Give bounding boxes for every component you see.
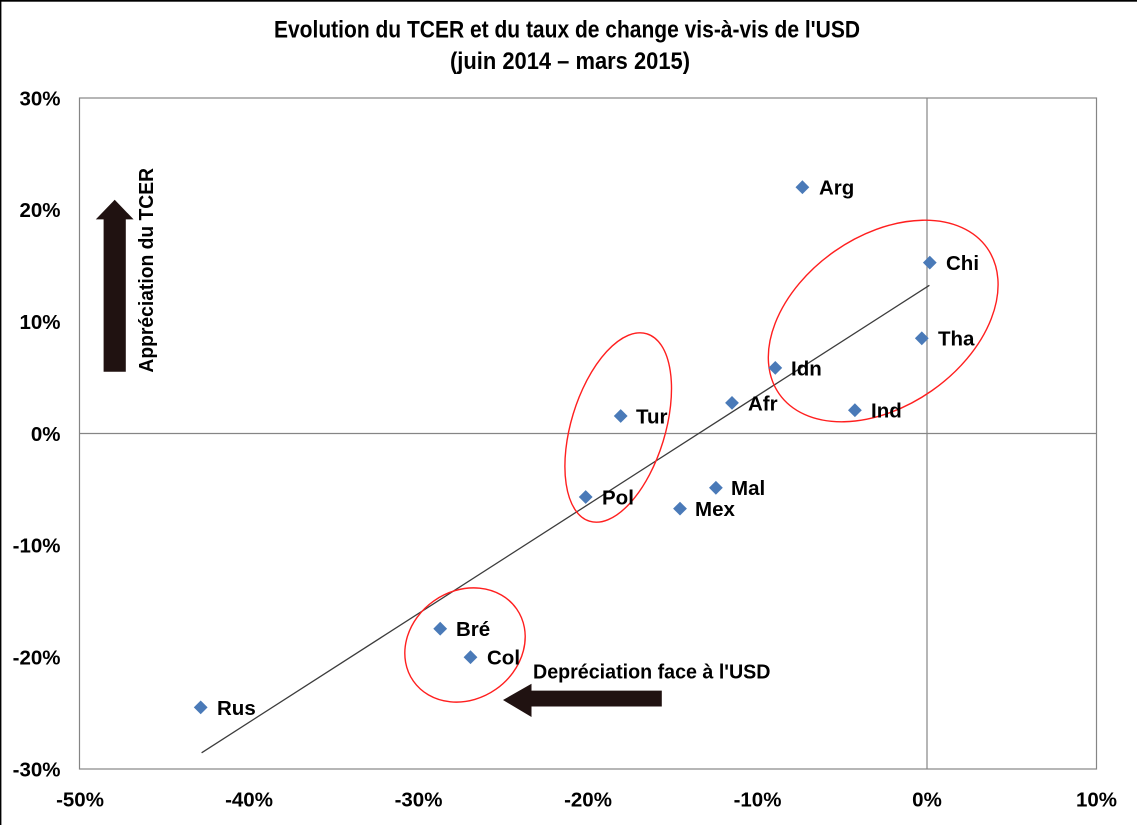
svg-text:Arg: Arg: [819, 177, 854, 200]
svg-text:Mex: Mex: [695, 498, 735, 521]
svg-text:-20%: -20%: [13, 647, 61, 670]
svg-text:10%: 10%: [1076, 788, 1117, 811]
svg-text:20%: 20%: [19, 199, 60, 222]
svg-text:Depréciation face à l'USD: Depréciation face à l'USD: [533, 661, 771, 684]
svg-text:0%: 0%: [31, 423, 61, 446]
svg-text:Afr: Afr: [748, 392, 778, 415]
svg-text:30%: 30%: [19, 87, 60, 110]
svg-text:-40%: -40%: [225, 788, 273, 811]
svg-text:Rus: Rus: [217, 697, 256, 720]
svg-text:Ind: Ind: [871, 400, 902, 423]
svg-text:Evolution du TCER et du taux d: Evolution du TCER et du taux de change v…: [274, 17, 860, 44]
svg-text:Tha: Tha: [938, 328, 975, 351]
svg-text:Chi: Chi: [946, 252, 979, 275]
svg-text:Bré: Bré: [456, 618, 490, 641]
svg-text:-30%: -30%: [13, 758, 61, 781]
svg-text:Pol: Pol: [602, 486, 634, 509]
svg-text:Appréciation du TCER: Appréciation du TCER: [135, 168, 158, 373]
svg-text:(juin 2014 – mars 2015): (juin 2014 – mars 2015): [450, 48, 690, 75]
svg-text:0%: 0%: [912, 788, 942, 811]
svg-text:Tur: Tur: [636, 405, 668, 428]
svg-text:Mal: Mal: [731, 477, 765, 500]
svg-text:Col: Col: [487, 647, 520, 670]
svg-text:-20%: -20%: [564, 788, 612, 811]
svg-text:-30%: -30%: [395, 788, 443, 811]
svg-text:10%: 10%: [19, 311, 60, 334]
svg-text:Idn: Idn: [791, 357, 822, 380]
svg-text:-10%: -10%: [734, 788, 782, 811]
svg-text:-10%: -10%: [13, 535, 61, 558]
svg-text:-50%: -50%: [56, 788, 104, 811]
